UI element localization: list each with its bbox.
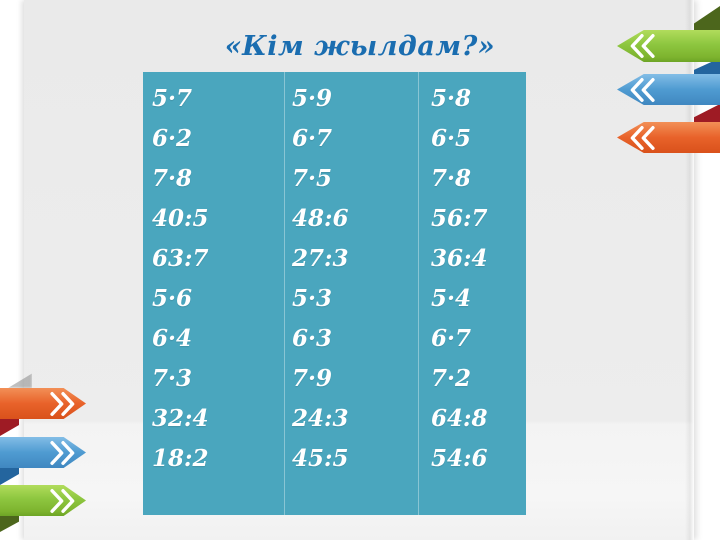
double-chevron-right-icon xyxy=(50,440,75,465)
table-cell: 5·3 xyxy=(292,285,333,312)
table-cell: 5·4 xyxy=(431,285,472,312)
math-table: 5·7 6·2 7·8 40:5 63:7 5·6 6·4 7·3 32:4 1… xyxy=(143,72,526,515)
ribbon-fold-dark-red xyxy=(0,419,19,436)
table-cell: 6·7 xyxy=(431,325,472,352)
table-cell: 18:2 xyxy=(152,445,209,472)
table-cell: 24:3 xyxy=(292,405,349,432)
double-chevron-left-icon xyxy=(630,77,655,102)
table-cell: 40:5 xyxy=(152,205,209,232)
table-cell: 45:5 xyxy=(292,445,349,472)
double-chevron-left-icon xyxy=(630,125,655,150)
table-cell: 5·6 xyxy=(152,285,193,312)
double-chevron-right-icon xyxy=(50,391,75,416)
table-cell: 7·8 xyxy=(152,165,193,192)
table-cell: 5·8 xyxy=(431,85,472,112)
table-cell: 7·2 xyxy=(431,365,472,392)
table-column-2: 5·9 6·7 7·5 48:6 27:3 5·3 6·3 7·9 24:3 4… xyxy=(284,72,418,515)
table-cell: 32:4 xyxy=(152,405,209,432)
table-cell: 5·7 xyxy=(152,85,193,112)
table-cell: 64:8 xyxy=(431,405,488,432)
table-cell: 6·4 xyxy=(152,325,193,352)
table-cell: 7·9 xyxy=(292,365,333,392)
table-column-1: 5·7 6·2 7·8 40:5 63:7 5·6 6·4 7·3 32:4 1… xyxy=(143,72,284,515)
table-cell: 7·5 xyxy=(292,165,333,192)
table-cell: 27:3 xyxy=(292,245,349,272)
ribbon-fold-dark-green xyxy=(0,516,19,532)
table-cell: 54:6 xyxy=(431,445,488,472)
table-cell: 6·2 xyxy=(152,125,193,152)
table-cell: 36:4 xyxy=(431,245,488,272)
table-cell: 7·8 xyxy=(431,165,472,192)
double-chevron-left-icon xyxy=(630,34,655,58)
table-cell: 63:7 xyxy=(152,245,209,272)
table-cell: 7·3 xyxy=(152,365,193,392)
table-cell: 6·7 xyxy=(292,125,333,152)
double-chevron-right-icon xyxy=(50,488,75,513)
page-curl-right xyxy=(685,0,694,540)
table-cell: 6·5 xyxy=(431,125,472,152)
ribbon-fold-dark-blue xyxy=(0,468,19,485)
table-cell: 56:7 xyxy=(431,205,488,232)
table-cell: 48:6 xyxy=(292,205,349,232)
ribbon-fold-dark-green xyxy=(694,6,720,31)
table-cell: 6·3 xyxy=(292,325,333,352)
table-column-3: 5·8 6·5 7·8 56:7 36:4 5·4 6·7 7·2 64:8 5… xyxy=(418,72,526,515)
table-cell: 5·9 xyxy=(292,85,333,112)
slide-title: «Кім жылдам?» xyxy=(224,31,496,62)
ribbon-fold-dark-red xyxy=(694,104,720,123)
